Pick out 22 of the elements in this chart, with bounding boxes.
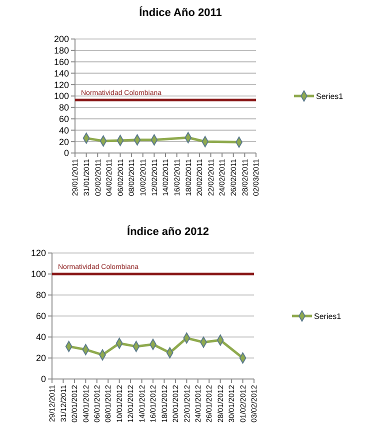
y-tick-label: 0 [64,148,69,158]
chart-title: Índice Año 2011 [139,6,222,19]
y-tick-label: 100 [30,269,46,280]
y-tick-label: 80 [36,290,46,300]
legend-label: Series1 [316,92,344,101]
y-tick-label: 140 [54,68,69,78]
legend-label: Series1 [314,312,342,321]
y-tick-label: 120 [54,80,69,90]
y-tick-label: 0 [40,374,46,384]
y-tick-label: 20 [58,136,69,147]
y-tick-label: 120 [30,248,46,258]
y-tick-label: 100 [54,91,69,102]
y-tick-label: 40 [58,125,69,136]
y-tick-label: 80 [58,102,69,113]
y-tick-label: 20 [36,353,46,364]
y-tick-label: 180 [54,46,69,56]
chart-title: Índice año 2012 [127,225,209,238]
y-tick-label: 200 [54,34,69,44]
y-tick-label: 160 [54,56,69,67]
y-tick-label: 60 [58,114,69,124]
y-tick-label: 40 [36,332,46,342]
y-tick-label: 60 [36,311,46,322]
